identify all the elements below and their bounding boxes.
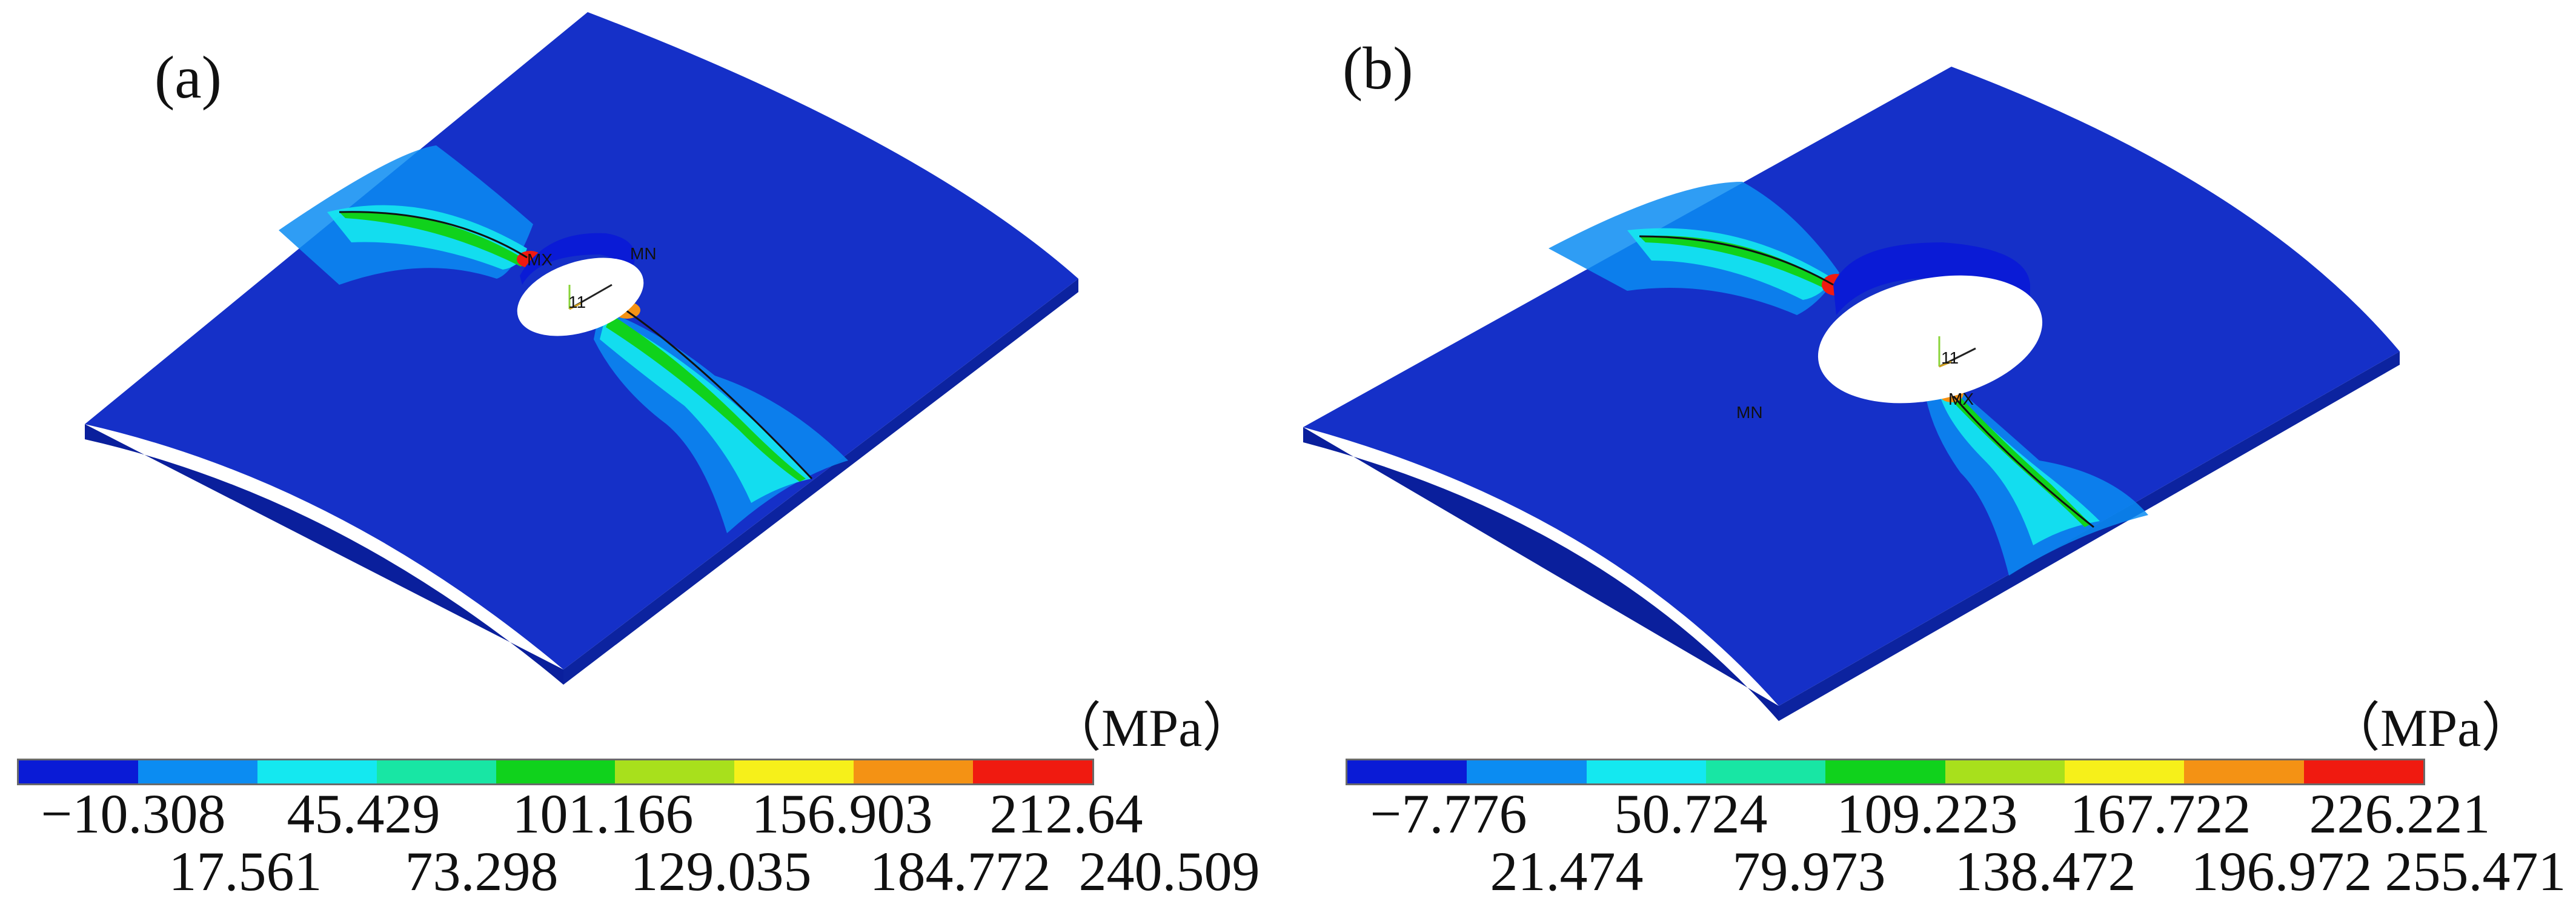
color-legend-bar bbox=[1346, 759, 2425, 785]
stress-band-lower-inner bbox=[600, 315, 812, 503]
legend-band-1 bbox=[1347, 760, 1467, 783]
legend-tick-bottom-3: 138.472 bbox=[1954, 840, 2136, 902]
legend-band-2 bbox=[1467, 760, 1587, 783]
axis-triad-icon bbox=[568, 284, 612, 310]
legend-tick-bottom-4: 196.972 bbox=[2191, 840, 2372, 902]
legend-band-8 bbox=[854, 760, 974, 783]
legend-tick-top-2: 50.724 bbox=[1614, 783, 1768, 845]
legend-band-9 bbox=[973, 760, 1093, 783]
legend-tick-bottom-1: 17.561 bbox=[168, 840, 322, 902]
unit-label: （MPa） bbox=[1048, 699, 1256, 758]
legend-band-1 bbox=[19, 760, 138, 783]
legend-band-3 bbox=[257, 760, 377, 783]
legend-band-2 bbox=[138, 760, 257, 783]
stress-band-upper-inner bbox=[1627, 228, 1833, 300]
min-marker-label: MN bbox=[630, 244, 657, 263]
legend-tick-top-5: 226.221 bbox=[2309, 783, 2491, 845]
legend-tick-top-1: −10.308 bbox=[41, 783, 226, 845]
legend-tick-top-1: −7.776 bbox=[1370, 783, 1527, 845]
plate-top-surface bbox=[85, 12, 1078, 670]
panel-a: 11 MX MN (a) （MPa） −10.308 45.429 101.16… bbox=[17, 12, 1260, 902]
panel-label: (a) bbox=[154, 44, 222, 111]
node-marker-label: 11 bbox=[568, 293, 586, 311]
legend-band-4 bbox=[376, 760, 496, 783]
legend-tick-top-3: 109.223 bbox=[1836, 783, 2018, 845]
min-marker-label: MN bbox=[1736, 403, 1763, 422]
legend-band-5 bbox=[496, 760, 616, 783]
color-legend-bar bbox=[17, 759, 1094, 785]
stress-band-lower-core bbox=[606, 315, 806, 482]
legend-tick-top-4: 156.903 bbox=[751, 783, 933, 845]
legend-tick-bottom-5: 255.471 bbox=[2385, 840, 2566, 902]
legend-tick-bottom-2: 73.298 bbox=[405, 840, 559, 902]
panel-label: (b) bbox=[1343, 35, 1413, 102]
plate-contour-plot-a: 11 MX MN bbox=[85, 12, 1078, 685]
legend-band-5 bbox=[1825, 760, 1945, 783]
legend-tick-bottom-1: 21.474 bbox=[1490, 840, 1644, 902]
axis-triad-icon bbox=[1938, 336, 1976, 368]
legend-band-4 bbox=[1705, 760, 1826, 783]
unit-label: （MPa） bbox=[2327, 699, 2535, 758]
crack-path bbox=[339, 211, 813, 480]
legend-band-3 bbox=[1586, 760, 1706, 783]
legend-band-6 bbox=[615, 760, 735, 783]
legend-tick-bottom-3: 129.035 bbox=[630, 840, 812, 902]
hole-opening bbox=[517, 258, 644, 336]
legend-tick-top-2: 45.429 bbox=[287, 783, 440, 845]
crack-path bbox=[1639, 235, 2094, 528]
plate-front-edge bbox=[85, 424, 563, 685]
legend-tick-top-4: 167.722 bbox=[2070, 783, 2251, 845]
legend-tick-bottom-5: 240.509 bbox=[1078, 840, 1260, 902]
hole-opening bbox=[1817, 275, 2043, 404]
legend-tick-bottom-2: 79.973 bbox=[1732, 840, 1886, 902]
legend-tick-bottom-4: 184.772 bbox=[869, 840, 1051, 902]
max-marker-label: MX bbox=[527, 250, 553, 269]
plate-contour-plot-b: 11 MX MN bbox=[1303, 67, 2400, 721]
legend-band-6 bbox=[1945, 760, 2065, 783]
max-marker-label: MX bbox=[1948, 390, 1974, 408]
panel-b: 11 MX MN (b) （MPa） −7.776 50.724 109.223… bbox=[1288, 0, 2576, 924]
legend-band-7 bbox=[2064, 760, 2185, 783]
legend-tick-top-5: 212.64 bbox=[989, 783, 1143, 845]
legend-band-7 bbox=[734, 760, 854, 783]
stress-band-upper-core bbox=[339, 211, 527, 267]
legend-band-8 bbox=[2184, 760, 2304, 783]
legend-band-9 bbox=[2303, 760, 2423, 783]
legend-tick-top-3: 101.166 bbox=[512, 783, 694, 845]
stress-band-lower-core bbox=[1945, 388, 2091, 527]
hole-wall bbox=[1833, 242, 2030, 339]
node-marker-label: 11 bbox=[1941, 348, 1959, 367]
plate-right-edge bbox=[563, 279, 1078, 685]
plate-right-edge bbox=[1779, 351, 2400, 721]
hole-wall bbox=[520, 233, 635, 285]
